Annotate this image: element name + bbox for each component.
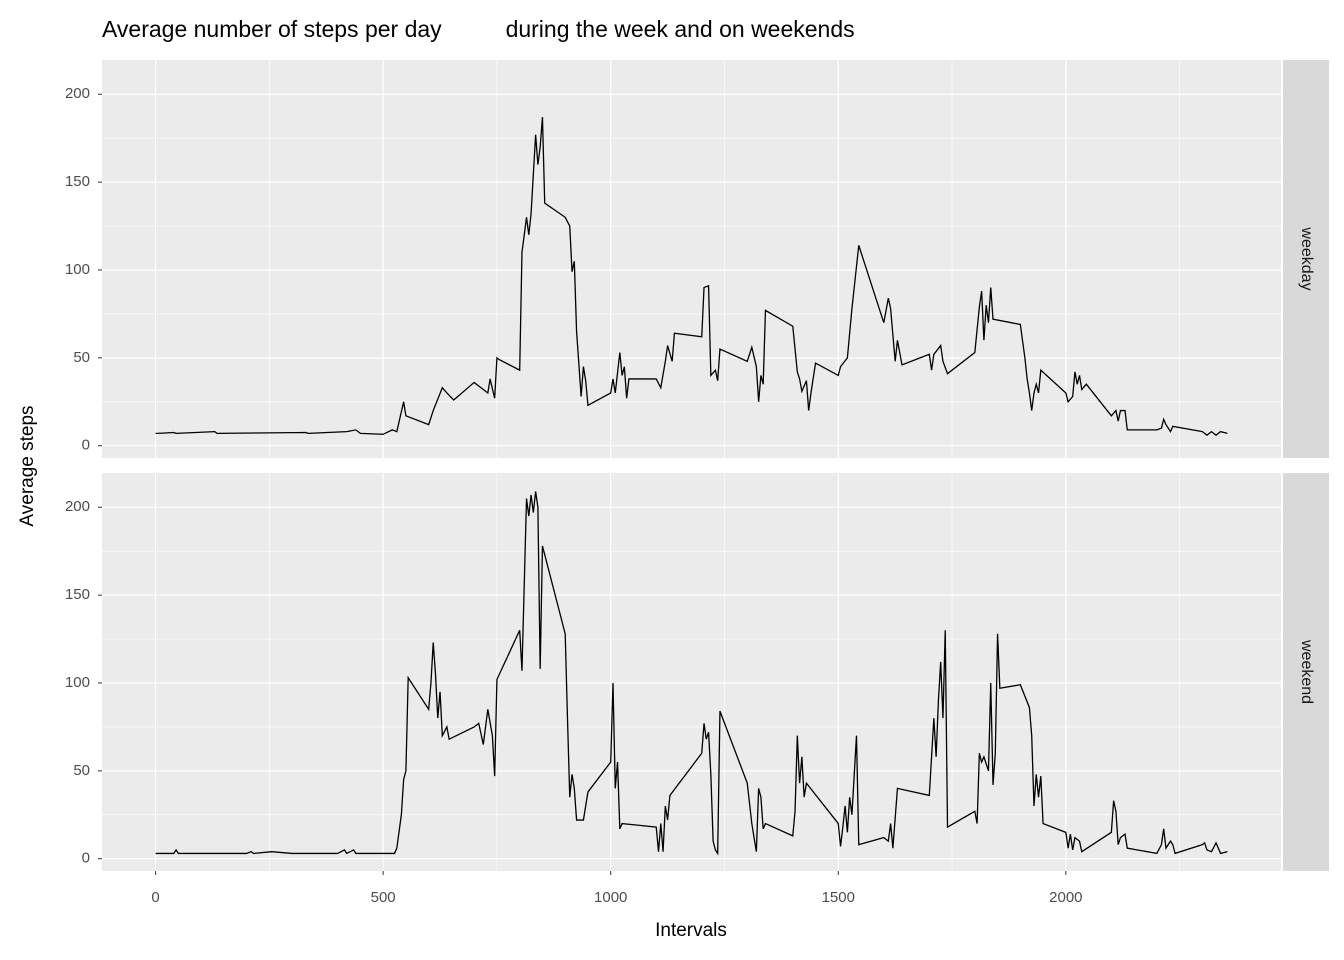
y-tick-label: 0: [82, 437, 90, 454]
chart-title: Average number of steps per day during t…: [102, 16, 855, 42]
facet-label: weekday: [1298, 226, 1315, 290]
line: [155, 117, 1228, 436]
y-tick-label: 50: [73, 349, 90, 366]
facet-label: weekend: [1298, 639, 1315, 704]
y-tick-label: 0: [82, 850, 90, 867]
x-tick-label: 2000: [1049, 889, 1082, 906]
facet-strip: [1283, 60, 1329, 458]
y-tick-label: 150: [65, 173, 90, 190]
y-tick-label: 100: [65, 261, 90, 278]
y-tick-label: 200: [65, 498, 90, 515]
x-axis-label: Intervals: [655, 920, 727, 941]
panel-background: [102, 473, 1281, 871]
panel-background: [102, 60, 1281, 458]
x-tick-label: 500: [371, 889, 396, 906]
x-tick-label: 0: [151, 889, 159, 906]
y-tick-label: 50: [73, 762, 90, 779]
x-tick-label: 1000: [594, 889, 627, 906]
y-axis-label: Average steps: [17, 405, 38, 526]
line: [155, 491, 1228, 856]
facet-strip: [1283, 473, 1329, 871]
y-tick-label: 150: [65, 586, 90, 603]
x-tick-label: 1500: [822, 889, 855, 906]
y-tick-label: 100: [65, 674, 90, 691]
y-tick-label: 200: [65, 85, 90, 102]
